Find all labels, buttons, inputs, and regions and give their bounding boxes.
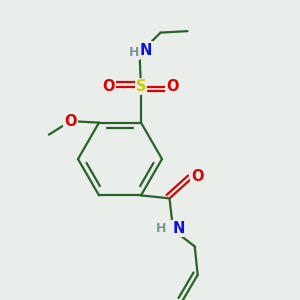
- Text: O: O: [166, 79, 178, 94]
- Text: O: O: [64, 114, 77, 129]
- Text: N: N: [172, 221, 185, 236]
- Text: H: H: [129, 46, 139, 59]
- Text: O: O: [103, 79, 115, 94]
- Text: N: N: [140, 43, 152, 58]
- Text: O: O: [191, 169, 204, 184]
- Text: H: H: [156, 222, 166, 235]
- Text: S: S: [136, 79, 146, 94]
